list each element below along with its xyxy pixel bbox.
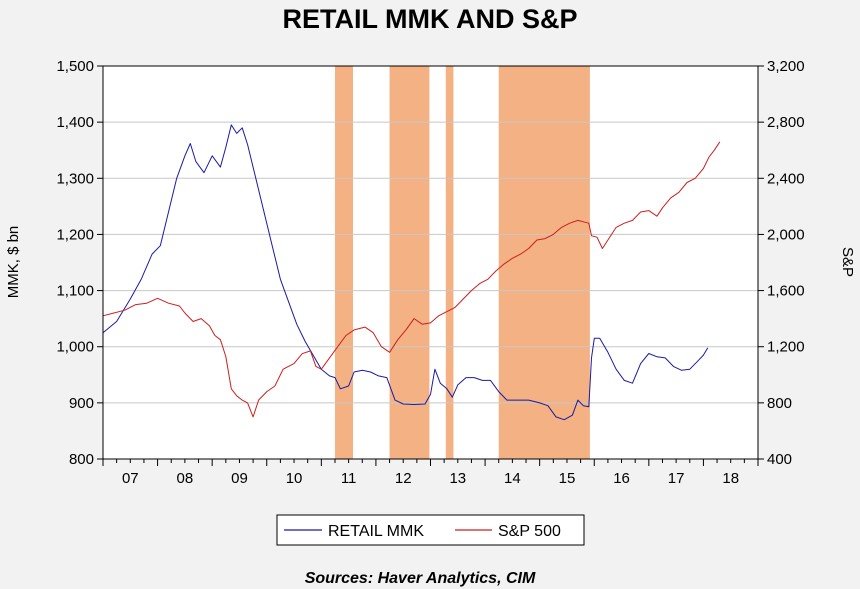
y-left-tick-label-7: 1,500 [56,58,94,75]
y-left-tick-label-1: 900 [69,395,94,412]
x-tick-label-6: 13 [449,470,466,487]
x-tick-label-3: 10 [286,470,303,487]
legend-box [276,514,585,546]
chart-title: RETAIL MMK AND S&P [283,4,578,34]
y-right-tick-label-4: 2,000 [767,226,805,243]
y-right-tick-label-3: 1,600 [767,283,805,300]
y-right-tick-label-1: 800 [767,395,792,412]
y-right-axis-label: S&P [839,247,856,277]
shaded-period-1 [389,66,430,459]
series-line-1 [102,141,721,418]
shaded-period-2 [445,66,454,459]
y-right-tick-label-5: 2,400 [767,170,805,187]
series-line-0 [102,124,709,421]
y-left-tick-label-0: 800 [69,451,94,468]
y-right-tick-label-7: 3,200 [767,58,805,75]
x-tick-label-11: 18 [722,470,739,487]
x-tick-label-9: 16 [613,470,630,487]
sources-note: Sources: Haver Analytics, CIM [305,570,536,587]
y-left-tick-label-4: 1,200 [56,226,94,243]
shaded-period-0 [334,66,353,459]
y-left-tick-label-6: 1,400 [56,114,94,131]
y-right-ticks: 400 800 1,200 1,600 2,000 2,400 2,800 3,200 [758,58,805,468]
x-tick-label-8: 15 [559,470,576,487]
x-tick-label-0: 07 [122,470,139,487]
y-left-ticks: 800 900 1,000 1,100 1,200 1,300 1,400 1,500 [56,58,103,468]
x-tick-label-4: 11 [341,470,357,487]
gridlines [103,121,758,404]
legend-label-retail-mmk: RETAIL MMK [328,523,424,540]
plot-area [103,66,758,459]
x-ticks: 07 08 09 10 11 12 13 14 15 16 17 18 [102,459,759,487]
x-tick-label-1: 08 [177,470,194,487]
y-right-tick-label-2: 1,200 [767,339,805,356]
y-left-tick-label-5: 1,300 [56,170,94,187]
shaded-period-3 [498,66,590,459]
x-tick-label-2: 09 [231,470,248,487]
y-right-tick-label-0: 400 [767,451,792,468]
y-left-tick-label-3: 1,100 [56,283,94,300]
x-tick-label-10: 17 [668,470,685,487]
legend-label-sp-500: S&P 500 [498,523,561,540]
legend: RETAIL MMK S&P 500 [276,514,585,546]
x-tick-label-5: 12 [395,470,412,487]
shaded-periods [334,66,590,459]
y-right-tick-label-6: 2,800 [767,114,805,131]
y-left-axis-label: MMK, $ bn [5,226,22,299]
y-left-tick-label-2: 1,000 [56,339,94,356]
series-lines [102,124,721,421]
x-tick-label-7: 14 [504,470,521,487]
